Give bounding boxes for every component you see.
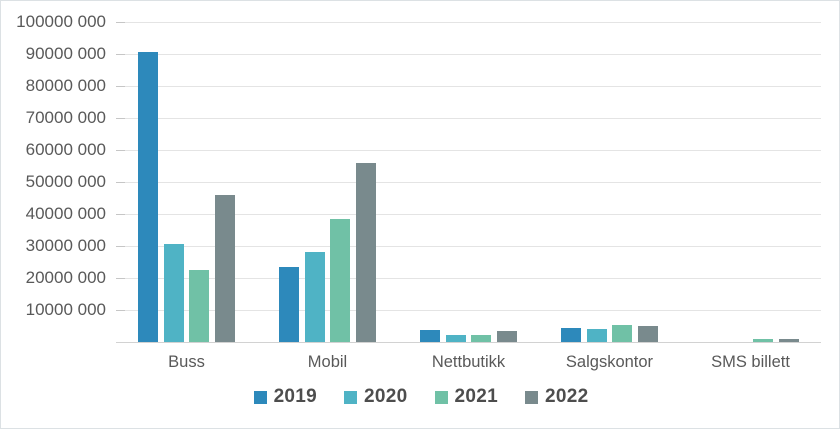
- x-axis-labels: Buss Mobil Nettbutikk Salgskontor SMS billet…: [116, 350, 821, 376]
- legend-swatch-icon: [253, 390, 267, 404]
- bar-buss-2019[interactable]: [138, 52, 159, 342]
- y-tick-label: 50000 000: [25, 172, 106, 191]
- bar-sms-billett-2022[interactable]: [778, 339, 799, 342]
- bar-mobil-2020[interactable]: [304, 252, 325, 342]
- bar-nettbutikk-2020[interactable]: [445, 335, 466, 342]
- x-category-label: Mobil: [307, 353, 348, 371]
- legend-label: 2022: [544, 386, 589, 407]
- gridline: [116, 182, 821, 183]
- y-tick-mark: [116, 182, 125, 183]
- gridline: [116, 214, 821, 215]
- bar-nettbutikk-2019[interactable]: [420, 330, 441, 342]
- x-axis-line: [116, 342, 821, 343]
- bar-mobil-2021[interactable]: [330, 219, 351, 342]
- legend-item-2022[interactable]: 2022: [524, 386, 589, 408]
- bar-salgskontor-2022[interactable]: [637, 326, 658, 342]
- bar-nettbutikk-2022[interactable]: [496, 331, 517, 342]
- gridline: [116, 118, 821, 119]
- gridline: [116, 246, 821, 247]
- y-tick-label: 70000 000: [25, 108, 106, 127]
- legend-swatch-icon: [344, 390, 358, 404]
- y-tick-label: 60000 000: [25, 140, 106, 159]
- y-tick-mark: [116, 86, 125, 87]
- bar-buss-2022[interactable]: [214, 195, 235, 342]
- y-tick-label: 40000 000: [25, 204, 106, 223]
- bar-salgskontor-2021[interactable]: [612, 325, 633, 342]
- y-tick-mark: [116, 54, 125, 55]
- legend-label: 2021: [454, 386, 498, 407]
- y-tick-mark: [116, 214, 125, 215]
- y-tick-label: 100000 000: [16, 12, 106, 31]
- legend-label: 2019: [273, 386, 318, 407]
- y-tick-mark: [116, 310, 125, 311]
- bar-buss-2021[interactable]: [189, 270, 210, 342]
- bar-nettbutikk-2021[interactable]: [471, 335, 492, 342]
- legend-swatch-icon: [524, 390, 538, 404]
- x-category-label: Salgskontor: [565, 353, 654, 371]
- y-tick-mark: [116, 118, 125, 119]
- gridline: [116, 86, 821, 87]
- y-tick-mark: [116, 278, 125, 279]
- x-category-label: Buss: [168, 353, 205, 371]
- gridline: [116, 22, 821, 23]
- y-tick-mark: [116, 150, 125, 151]
- bar-sms-billett-2021[interactable]: [753, 339, 774, 342]
- y-tick-label: 80000 000: [25, 76, 106, 95]
- bar-salgskontor-2020[interactable]: [586, 329, 607, 342]
- x-category-label: Nettbutikk: [431, 353, 506, 371]
- gridline: [116, 150, 821, 151]
- y-tick-label: 90000 000: [25, 44, 106, 63]
- legend-item-2021[interactable]: 2021: [434, 386, 498, 408]
- legend: 2019 2020 2021 2022: [1, 386, 839, 408]
- gridline: [116, 310, 821, 311]
- legend-label: 2020: [364, 386, 408, 407]
- x-category-label: SMS billett: [711, 353, 790, 371]
- legend-item-2019[interactable]: 2019: [253, 386, 318, 408]
- bar-salgskontor-2019[interactable]: [561, 328, 582, 342]
- y-tick-mark: [116, 22, 125, 23]
- gridline: [116, 54, 821, 55]
- bar-mobil-2019[interactable]: [279, 267, 300, 342]
- legend-swatch-icon: [434, 390, 448, 404]
- y-tick-label: 20000 000: [25, 268, 106, 287]
- y-tick-mark: [116, 246, 125, 247]
- y-tick-label: 10000 000: [25, 300, 106, 319]
- y-tick-label: 30000 000: [25, 236, 106, 255]
- y-axis: 100000 000 90000 000 80000 000 70000 000 600…: [1, 1, 106, 428]
- plot-area: [116, 22, 821, 342]
- bar-buss-2020[interactable]: [163, 244, 184, 342]
- bar-mobil-2022[interactable]: [355, 163, 376, 342]
- gridline: [116, 278, 821, 279]
- legend-item-2020[interactable]: 2020: [344, 386, 407, 408]
